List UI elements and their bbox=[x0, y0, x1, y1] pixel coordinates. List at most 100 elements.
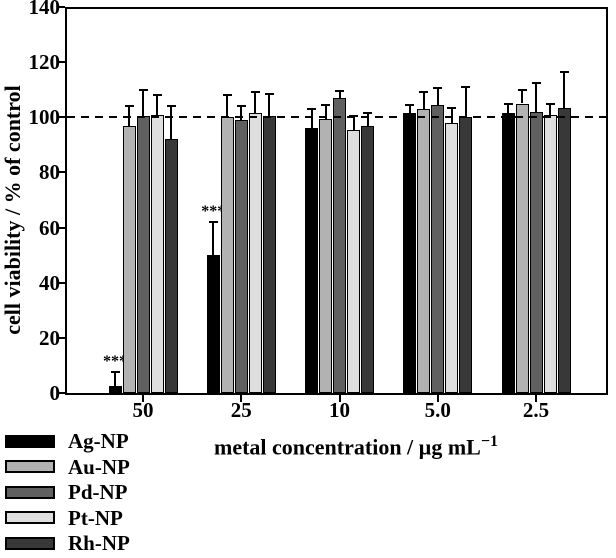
bar-Au-NP-2.5 bbox=[515, 103, 529, 393]
bar-Pt-NP-25 bbox=[248, 113, 262, 393]
error-bar-cap bbox=[166, 105, 176, 108]
bar-Pd-NP-25 bbox=[234, 120, 248, 393]
legend-item: Ag-NP bbox=[5, 431, 130, 452]
plot-right-border bbox=[606, 7, 608, 395]
legend-label: Rh-NP bbox=[68, 531, 130, 555]
bar-Ag-NP-50 bbox=[108, 386, 122, 393]
error-bar-cap bbox=[447, 106, 457, 109]
error-bar-stem bbox=[310, 109, 313, 129]
x-tick-label: 10 bbox=[329, 398, 350, 422]
bar-Rh-NP-5.0 bbox=[459, 117, 473, 393]
legend-label: Pt-NP bbox=[68, 505, 123, 530]
x-tick-label: 2.5 bbox=[522, 398, 550, 422]
legend-swatch bbox=[5, 536, 55, 550]
y-axis-title: cell viability / % of control bbox=[0, 85, 25, 335]
bar-Pd-NP-2.5 bbox=[529, 111, 543, 393]
legend: Ag-NP Au-NP Pd-NP Pt-NP Rh-NP bbox=[5, 431, 130, 558]
error-bar-cap bbox=[152, 94, 162, 97]
error-bar-cap bbox=[545, 102, 555, 105]
y-tick-label: 60 bbox=[39, 215, 60, 240]
legend-swatch bbox=[5, 460, 55, 473]
bar-Au-NP-5.0 bbox=[417, 109, 431, 393]
error-bar-cap bbox=[531, 81, 541, 84]
bar-Ag-NP-10 bbox=[305, 128, 318, 393]
x-axis-tick bbox=[338, 395, 341, 402]
plot-top-border bbox=[65, 7, 608, 9]
error-bar-cap bbox=[264, 92, 274, 95]
error-bar-cap bbox=[335, 90, 344, 93]
legend-label: Au-NP bbox=[68, 454, 130, 479]
bar-Ag-NP-25 bbox=[206, 255, 220, 393]
y-tick-label: 20 bbox=[39, 325, 60, 350]
error-bar-cap bbox=[419, 91, 429, 94]
bar-Rh-NP-2.5 bbox=[557, 107, 571, 393]
bar-Ag-NP-5.0 bbox=[403, 113, 417, 393]
y-axis-tick bbox=[57, 392, 65, 394]
legend-item: Au-NP bbox=[5, 454, 130, 479]
legend-item: Pd-NP bbox=[5, 480, 130, 504]
bar-Pd-NP-10 bbox=[333, 97, 346, 393]
error-bar-stem bbox=[240, 106, 243, 121]
x-axis-line bbox=[65, 393, 608, 395]
significance-label: *** bbox=[201, 203, 226, 221]
error-bar-stem bbox=[366, 113, 369, 126]
error-bar-stem bbox=[450, 107, 453, 123]
error-bar-stem bbox=[254, 92, 257, 114]
x-axis-title: metal concentration / µg mL−1 bbox=[195, 433, 517, 460]
x-axis-tick bbox=[535, 395, 537, 402]
error-bar-stem bbox=[324, 104, 327, 119]
bar-Pt-NP-2.5 bbox=[543, 114, 557, 393]
error-bar-stem bbox=[128, 106, 130, 126]
bar-Au-NP-10 bbox=[319, 118, 332, 393]
bar-Rh-NP-50 bbox=[164, 139, 178, 393]
legend-item: Pt-NP bbox=[5, 505, 130, 530]
y-tick-label: 0 bbox=[49, 381, 61, 405]
error-bar-cap bbox=[236, 105, 246, 108]
x-axis-tick bbox=[436, 395, 439, 402]
legend-label: Pd-NP bbox=[68, 480, 128, 504]
error-bar-stem bbox=[226, 95, 229, 118]
x-axis-tick bbox=[240, 395, 243, 402]
error-bar-stem bbox=[549, 103, 551, 115]
error-bar-cap bbox=[124, 105, 134, 108]
error-bar-cap bbox=[363, 112, 372, 115]
bar-Pt-NP-50 bbox=[150, 114, 164, 393]
bar-Pt-NP-5.0 bbox=[445, 122, 459, 393]
bar-Au-NP-50 bbox=[122, 125, 136, 393]
y-tick-label: 100 bbox=[28, 105, 61, 130]
error-bar-stem bbox=[408, 104, 411, 114]
error-bar-stem bbox=[436, 88, 439, 105]
bar-Rh-NP-10 bbox=[361, 125, 374, 393]
y-axis-tick bbox=[57, 116, 65, 119]
error-bar-cap bbox=[307, 108, 316, 110]
error-bar-cap bbox=[250, 91, 260, 94]
error-bar-stem bbox=[352, 115, 355, 130]
bar-Rh-NP-25 bbox=[262, 115, 276, 393]
error-bar-cap bbox=[461, 85, 471, 88]
y-axis-tick bbox=[57, 61, 65, 64]
bar-Pd-NP-50 bbox=[136, 115, 150, 393]
error-bar-cap bbox=[503, 102, 513, 105]
bar-Pd-NP-5.0 bbox=[431, 104, 445, 393]
x-axis-title-exponent: −1 bbox=[480, 433, 498, 450]
y-tick-label: 120 bbox=[28, 50, 61, 75]
reference-line-100pct bbox=[67, 116, 606, 119]
error-bar-stem bbox=[521, 89, 523, 104]
error-bar-stem bbox=[338, 91, 341, 98]
error-bar-cap bbox=[321, 103, 330, 106]
y-tick-label: 40 bbox=[39, 270, 60, 295]
x-tick-label: 5.0 bbox=[424, 398, 451, 422]
legend-swatch bbox=[5, 485, 55, 499]
bar-Au-NP-25 bbox=[220, 117, 234, 393]
y-tick-label: 80 bbox=[39, 160, 60, 185]
bar-Ag-NP-2.5 bbox=[501, 113, 515, 393]
legend-swatch bbox=[5, 511, 55, 524]
y-axis-tick bbox=[57, 281, 65, 284]
error-bar-stem bbox=[507, 103, 509, 114]
x-tick-label: 50 bbox=[132, 398, 154, 422]
x-tick-label: 25 bbox=[230, 398, 252, 422]
error-bar-stem bbox=[170, 106, 172, 140]
bar-Pt-NP-10 bbox=[347, 129, 360, 393]
error-bar-stem bbox=[156, 95, 158, 115]
